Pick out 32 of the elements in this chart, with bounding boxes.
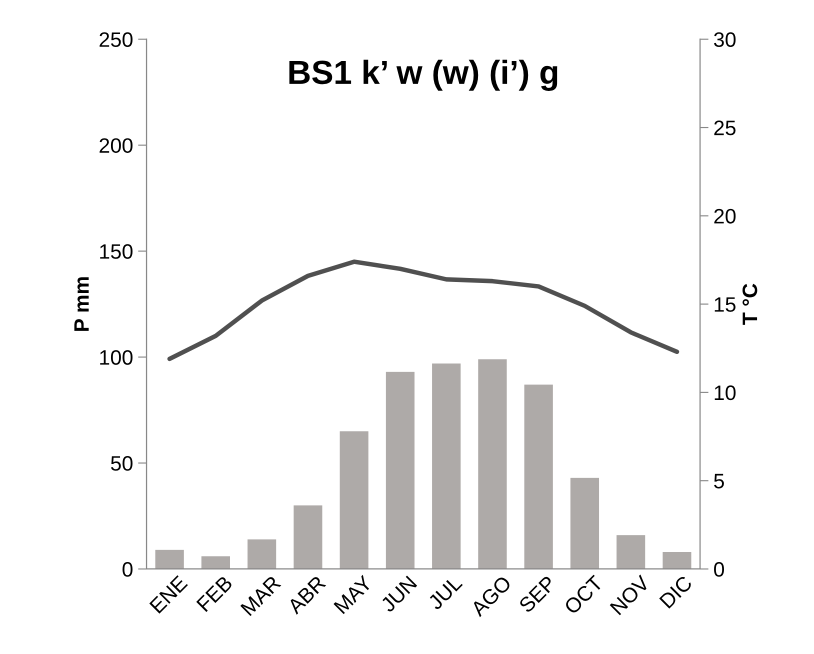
- y2-tick-label: 0: [714, 562, 724, 577]
- y2-tick-label: 25: [714, 120, 736, 136]
- y2-tick-label: 20: [714, 208, 736, 224]
- y2-tick-label: 15: [714, 297, 736, 312]
- y2-tick-label: 5: [714, 474, 724, 488]
- y-tick-label: 150: [100, 244, 133, 259]
- bar: [432, 363, 461, 569]
- x-tick-label: JUL: [427, 574, 463, 611]
- bar: [294, 505, 322, 569]
- x-tick-label: FEB: [196, 575, 234, 612]
- bar: [386, 372, 415, 569]
- y-tick-label: 250: [100, 32, 133, 47]
- x-tick-label: DIC: [659, 574, 694, 609]
- y-tick-label: 100: [100, 350, 133, 365]
- y2-tick-label: 30: [714, 32, 736, 47]
- bar: [524, 384, 553, 569]
- text: BS1 k’ w (w) (i’) g: [289, 60, 558, 91]
- bar: [155, 550, 184, 569]
- bar: [570, 478, 600, 569]
- bar: [340, 431, 368, 569]
- y-tick-label: 0: [122, 562, 133, 577]
- line-series: [167, 260, 680, 362]
- y2-axis-title: T °C: [742, 284, 758, 325]
- y2-tick-label: 10: [714, 385, 736, 400]
- y-tick-label: 50: [110, 456, 133, 471]
- bar: [616, 535, 646, 569]
- bar: [248, 539, 276, 569]
- y-axis-title: P mm: [74, 277, 89, 331]
- bar: [201, 556, 230, 569]
- y-tick-label: 200: [100, 138, 133, 153]
- bar: [478, 359, 507, 569]
- bar: [662, 552, 692, 569]
